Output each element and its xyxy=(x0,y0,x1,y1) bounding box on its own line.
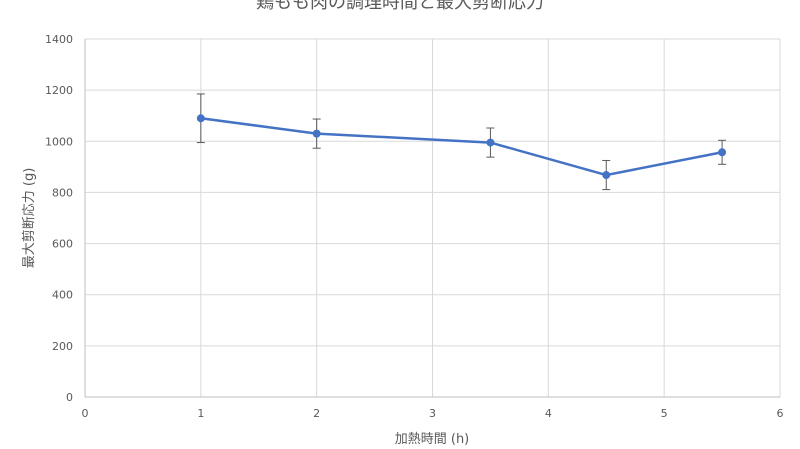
y-tick-label: 600 xyxy=(52,238,73,251)
data-point xyxy=(718,148,727,157)
x-tick-label: 6 xyxy=(777,407,784,420)
series-line xyxy=(200,117,723,177)
y-tick-label: 1200 xyxy=(45,84,73,97)
y-tick-label: 1000 xyxy=(45,135,73,148)
y-tick-label: 400 xyxy=(52,289,73,302)
y-tick-label: 200 xyxy=(52,340,73,353)
data-points xyxy=(196,114,727,180)
grid-lines xyxy=(85,38,781,397)
x-tick-label: 0 xyxy=(82,407,89,420)
axes xyxy=(84,39,780,398)
x-tick-label: 4 xyxy=(545,407,552,420)
tick-labels: 0 200 400 600 800 1000 1200 1400 0 1 2 3 4 5 6 xyxy=(45,33,784,420)
y-axis-label: 最大剪断応力 (g) xyxy=(21,168,37,269)
chart-title: 鶏もも肉の調理時間と最大剪断応力 xyxy=(256,0,544,13)
y-tick-label: 800 xyxy=(52,186,73,199)
y-tick-label: 0 xyxy=(66,391,73,404)
data-point xyxy=(312,129,321,138)
x-tick-label: 3 xyxy=(429,407,436,420)
series-lines xyxy=(200,117,723,177)
data-point xyxy=(486,138,495,147)
x-tick-label: 2 xyxy=(313,407,320,420)
x-tick-label: 1 xyxy=(197,407,204,420)
data-point xyxy=(602,171,611,180)
x-tick-label: 5 xyxy=(661,407,668,420)
y-tick-label: 1400 xyxy=(45,33,73,46)
data-point xyxy=(196,114,205,123)
x-axis-label: 加熱時間 (h) xyxy=(395,432,470,445)
